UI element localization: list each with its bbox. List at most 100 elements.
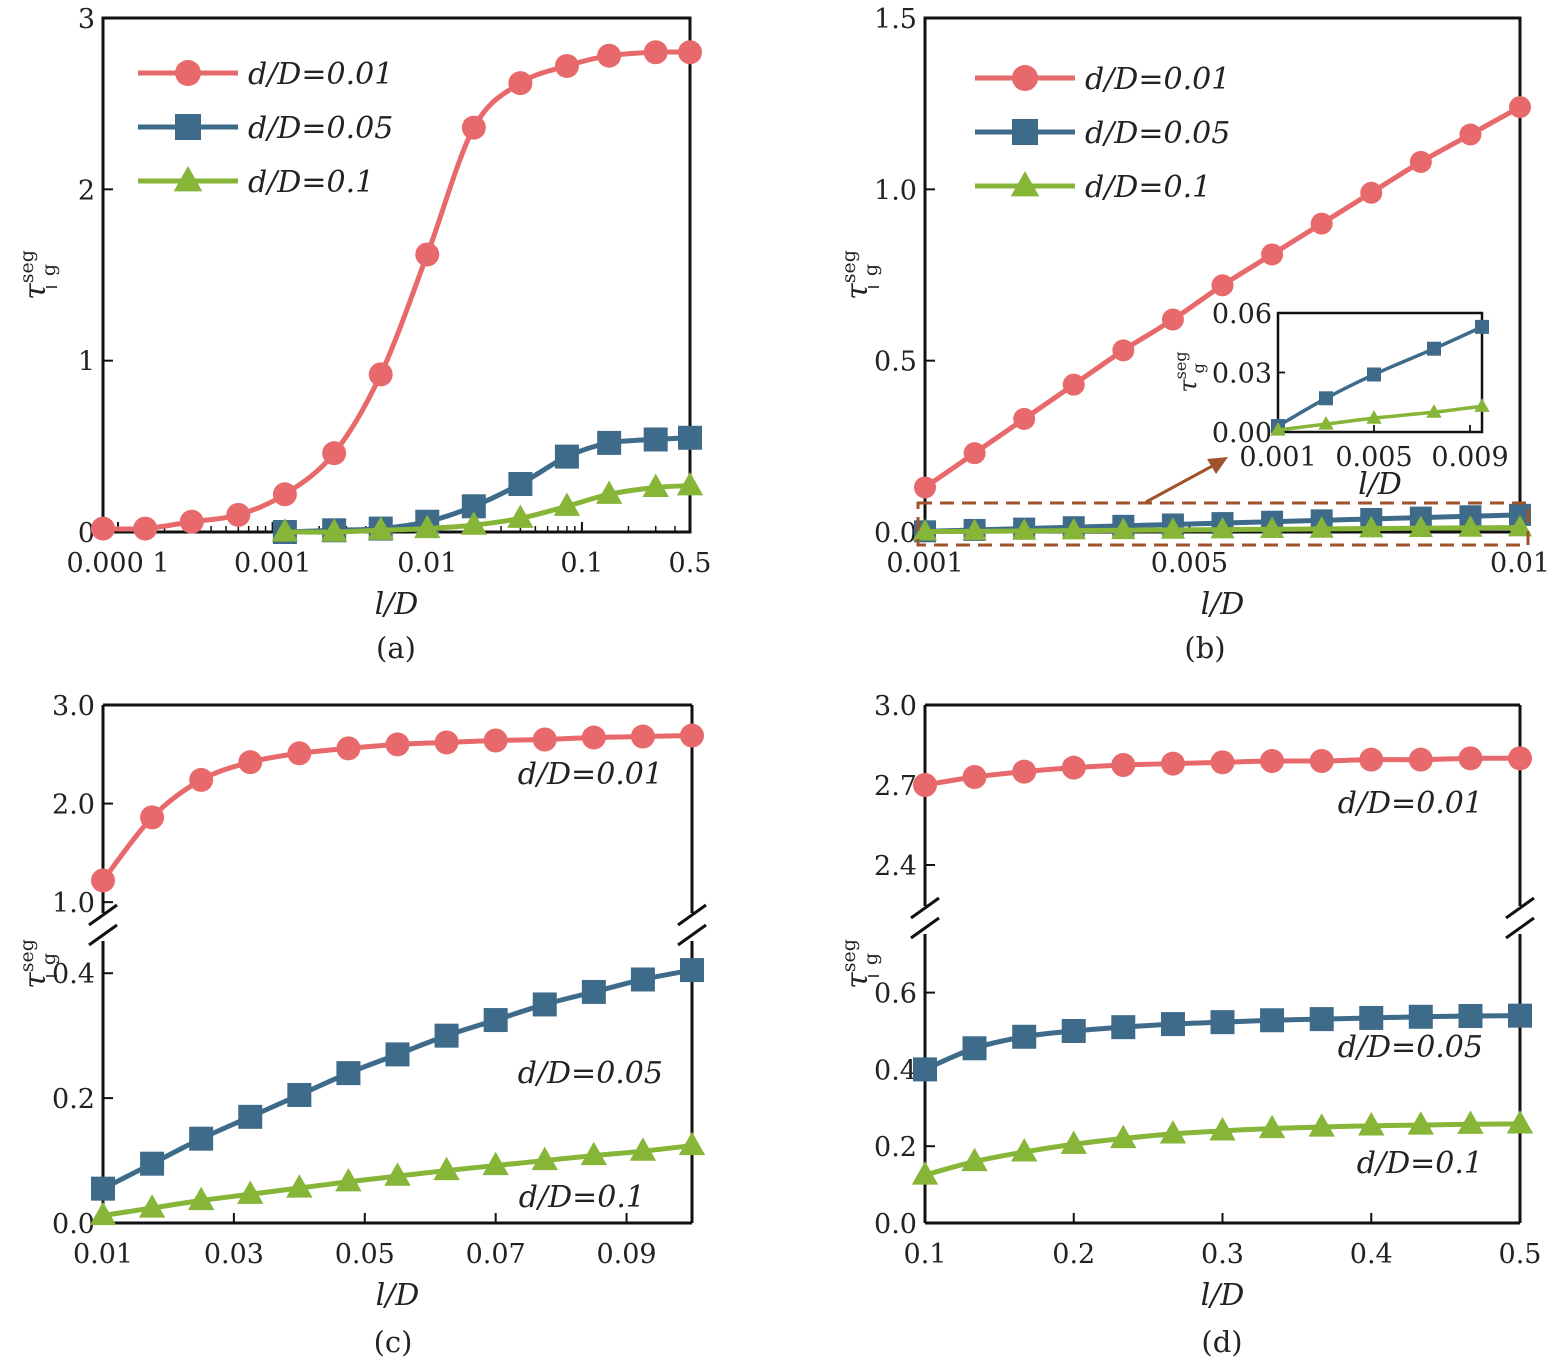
data-point [1309,749,1334,773]
y-tick-label: 2.4 [874,851,917,882]
data-point [91,868,115,893]
axis-break-mark [910,916,940,940]
data-point [1209,1117,1236,1141]
y-tick-label: 0 [78,518,95,549]
data-point [286,1174,313,1198]
data-point [1061,517,1086,540]
series-annotation: d/D=0.1 [519,1180,645,1215]
data-point [532,992,557,1017]
data-point [678,425,702,450]
series-d/D=0.1 [89,1131,706,1226]
y-tick-label: 3 [78,4,95,35]
data-point [237,1180,264,1204]
data-point [1408,515,1433,538]
panel-a: 0.000 1 0.001 0.01 0.1 0.5 0 1 2 3 l/D (a) τsegg d/D… [16,4,711,665]
axis-break-mark [88,903,118,927]
series-d/D=0.01 [91,723,704,893]
inset-y-tick-label: 0.03 [1212,359,1272,390]
data-point [1507,514,1533,537]
data-point [415,242,440,267]
data-point [962,518,987,541]
data-point [91,1176,115,1201]
series-annotation: d/D=0.1 [1357,1146,1483,1181]
series-d/D=0.1 [271,471,704,542]
y-tick-label: 0.0 [874,518,917,549]
panel-caption: (a) [376,631,416,665]
data-point [1359,515,1384,538]
data-point [643,427,668,452]
data-point [1506,1110,1534,1134]
inset-data-point [1367,367,1381,382]
x-tick-label: 0.07 [466,1239,526,1270]
x-tick-label: 0.5 [669,548,712,579]
data-point [1408,747,1433,772]
data-point [597,43,622,68]
legend-marker [1010,171,1040,197]
data-point [133,516,158,541]
y-tick-label: 0.2 [52,1084,95,1115]
data-point [914,476,936,499]
inset-data-point [1427,341,1441,356]
data-point [271,518,299,542]
data-point [1309,516,1334,538]
data-point [1407,1111,1434,1135]
x-axis-label: l/D [1201,587,1245,622]
data-point [320,518,348,542]
y-tick-label: 0.0 [874,1209,917,1240]
x-tick-label: 0.1 [904,1239,947,1270]
y-tick-label: 0.4 [874,1055,917,1086]
data-point [962,765,987,789]
x-tick-label: 0.03 [204,1239,264,1270]
inset-x-tick-label: 0.005 [1335,442,1412,473]
x-tick-label: 0.005 [1151,548,1228,579]
data-point [1259,516,1285,539]
y-axis-label: τsegg [838,939,882,989]
y-tick-label: 3.0 [52,691,95,722]
series-line [284,483,691,535]
data-point [1111,753,1136,777]
inset-x-tick-label: 0.001 [1239,442,1316,473]
data-point [962,1036,987,1061]
data-point [140,805,165,830]
data-point [385,732,410,757]
data-point [643,40,668,65]
inset-data-point [1426,404,1442,418]
data-point [460,511,488,535]
series-d/D=0.1 [911,1110,1534,1185]
series-annotation: d/D=0.05 [1338,1030,1483,1065]
inset-data-point [1475,319,1489,334]
data-point [597,430,622,455]
inset-x-axis-label: l/D [1358,467,1402,502]
legend-label: d/D=0.05 [248,111,393,146]
data-point [461,115,486,140]
data-point [238,1104,263,1129]
data-point [89,1201,117,1226]
x-tick-label: 0.3 [1201,1239,1244,1270]
data-point [179,509,204,534]
zoom-arrowhead [1207,457,1228,474]
data-point [482,1151,509,1176]
x-axis-label: l/D [1201,1278,1245,1313]
panel-caption: (c) [374,1325,413,1359]
legend-marker [175,60,201,86]
data-point [226,502,251,527]
legend-label: d/D=0.01 [1085,62,1230,97]
data-point [1160,517,1186,539]
data-point [629,1137,657,1161]
data-point [1210,750,1235,775]
axis-break-mark [1505,896,1535,920]
series-d/D=0.01 [91,40,702,541]
data-point [272,482,297,507]
panel-c: 0.01 0.03 0.05 0.07 0.09 0.0 0.2 0.4 1.0 2.0 3.0 l/… [16,691,707,1359]
data-point [287,1082,312,1107]
data-point [678,1131,706,1156]
axis-break-mark [1505,916,1535,940]
data-point [630,967,655,992]
y-axis-label: τsegg [838,250,882,300]
data-point [1159,1120,1187,1144]
data-point [483,1008,508,1033]
data-point [581,979,606,1004]
x-tick-label: 0.05 [335,1239,395,1270]
data-point [642,473,669,498]
data-point [367,516,394,540]
